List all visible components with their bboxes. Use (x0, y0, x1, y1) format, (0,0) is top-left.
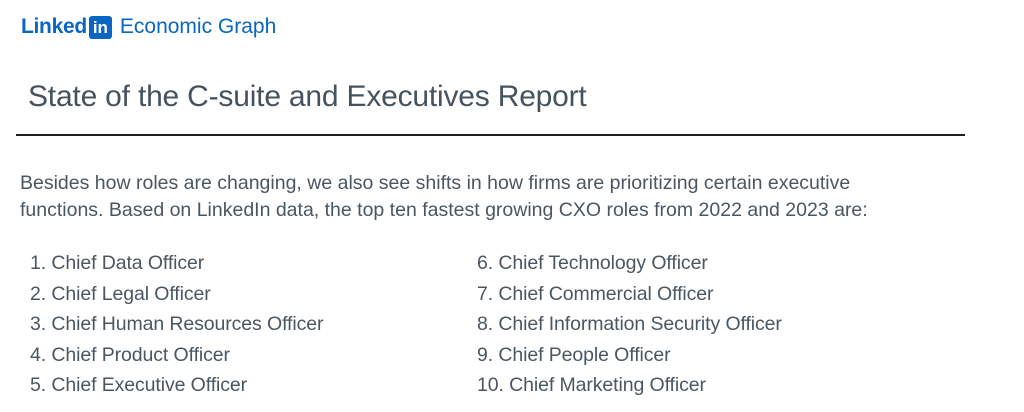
roles-list-left: 1. Chief Data Officer 2. Chief Legal Off… (30, 248, 324, 401)
list-item: 2. Chief Legal Officer (30, 282, 211, 305)
product-name: Economic Graph (119, 15, 277, 38)
linkedin-economic-graph-logo[interactable]: Linked in Economic Graph (21, 14, 276, 40)
list-item: 4. Chief Product Officer (30, 343, 230, 366)
intro-paragraph: Besides how roles are changing, we also … (20, 172, 868, 221)
list-item: 5. Chief Executive Officer (30, 374, 248, 396)
list-item: 3. Chief Human Resources Officer (30, 313, 324, 335)
list-item: 8. Chief Information Security Officer (477, 313, 782, 335)
list-item: 6. Chief Technology Officer (477, 252, 708, 274)
roles-list-right: 6. Chief Technology Officer 7. Chief Com… (477, 248, 782, 401)
title-divider (16, 134, 965, 136)
page-title: State of the C-suite and Executives Repo… (28, 80, 587, 113)
linkedin-in-icon: in (88, 15, 112, 39)
list-item: 7. Chief Commercial Officer (477, 282, 714, 305)
list-item: 1. Chief Data Officer (30, 252, 205, 274)
list-item: 9. Chief People Officer (477, 343, 671, 366)
list-item: 10. Chief Marketing Officer (477, 374, 706, 396)
linkedin-wordmark: Linked (21, 15, 87, 38)
